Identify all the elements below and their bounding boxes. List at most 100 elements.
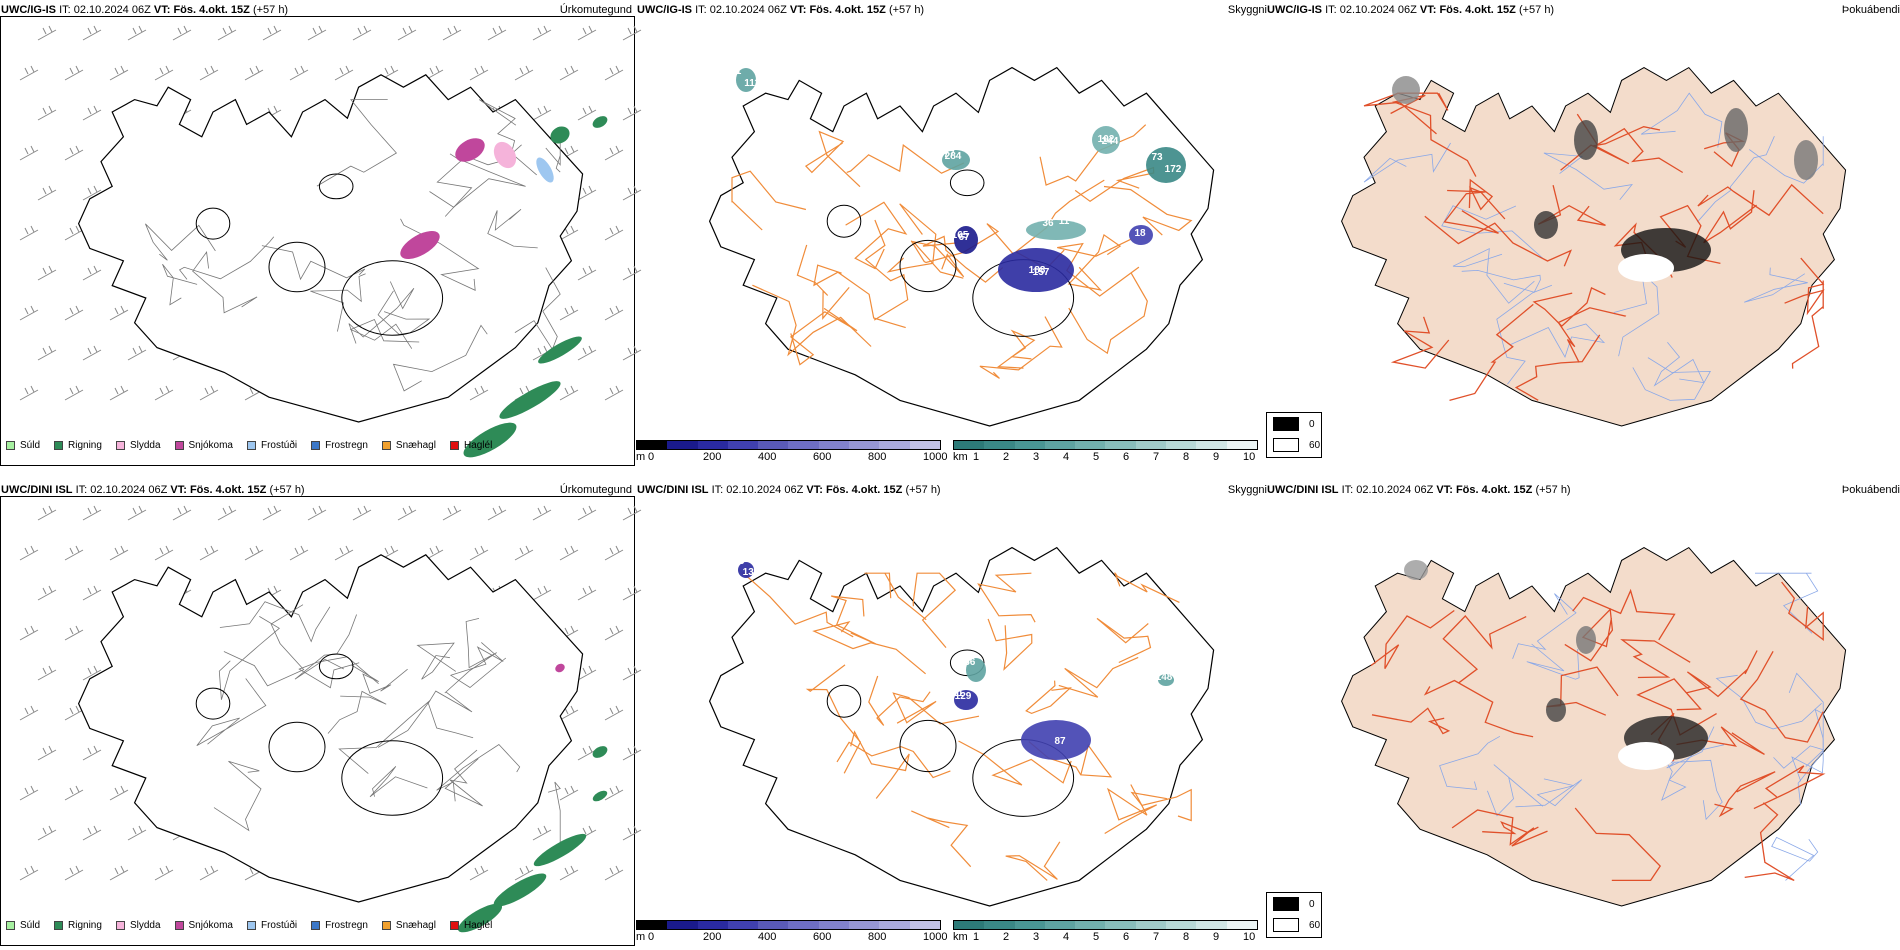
wind-barb <box>64 225 84 241</box>
wind-barb <box>604 385 624 401</box>
panel-header: UWC/DINI ISL IT: 02.10.2024 06Z VT: Fös.… <box>1 484 305 496</box>
route-line <box>845 201 908 270</box>
model-name: UWC/DINI ISL <box>1267 484 1339 496</box>
precip-area <box>536 157 554 183</box>
ceiling-value: 129 <box>955 691 972 702</box>
wind-barb <box>154 865 174 881</box>
ceiling-value: 105 <box>728 556 745 567</box>
precip-legend: Súld Rigning Slydda Snjókoma Frostúði Frostre… <box>6 440 506 451</box>
route-line <box>1739 650 1824 743</box>
visibility-tick: 8 <box>1183 931 1190 943</box>
colorbar-cell <box>667 441 698 449</box>
panel-title-fog: Þokuábendi <box>1841 484 1900 496</box>
legend-item-snæhagl: Snæhagl <box>381 440 436 451</box>
route-line <box>1636 747 1723 821</box>
ceiling-value: 131 <box>743 567 760 578</box>
fog-area <box>1794 140 1818 180</box>
route-line <box>846 144 965 174</box>
route-line <box>1514 334 1601 401</box>
visibility-tick: 7 <box>1153 451 1160 463</box>
fog-swatch <box>1273 918 1299 932</box>
wind-barb <box>64 785 84 801</box>
lead-time: (+57 h) <box>1535 484 1571 496</box>
fog-map <box>1341 546 1847 907</box>
legend-item-rigning: Rigning <box>54 920 102 931</box>
visibility-tick: 1 <box>973 451 980 463</box>
legend-swatch <box>174 921 184 930</box>
route-line <box>1532 286 1606 327</box>
route-line <box>1714 771 1776 818</box>
wind-barb <box>37 185 57 201</box>
route-line <box>1449 303 1534 402</box>
legend-label: Snæhagl <box>395 920 436 931</box>
route-line <box>1788 672 1824 767</box>
wind-barb <box>577 265 597 281</box>
wind-barb <box>532 105 552 121</box>
run-time: 02.10.2024 06Z <box>73 4 151 16</box>
visibility-tick: 2 <box>1003 931 1010 943</box>
fog-panel: UWC/DINI ISL IT: 02.10.2024 06Z VT: Fös.… <box>1266 480 1900 950</box>
visibility-tick: 8 <box>1183 451 1190 463</box>
wind-barb <box>289 65 309 81</box>
route-line <box>1613 271 1660 357</box>
legend-label: Snæhagl <box>395 440 436 451</box>
colorbar-cell <box>637 921 668 929</box>
colorbar-cell <box>984 441 1015 449</box>
route-line <box>1526 643 1580 680</box>
run-time: 02.10.2024 06Z <box>1356 484 1434 496</box>
colorbar-cell <box>1226 441 1257 449</box>
route-line <box>1537 185 1606 226</box>
ceiling-ticks: m 0 200 400 600 800 1000 <box>636 451 947 465</box>
precip-area <box>538 336 582 364</box>
ceiling-unit: m <box>636 451 646 463</box>
route-line <box>1452 248 1535 304</box>
route-line <box>444 749 483 807</box>
ceiling-value: 11 <box>731 66 742 77</box>
wind-barb <box>559 865 579 881</box>
ceiling-value: 165 <box>952 230 969 241</box>
wind-barb <box>604 225 624 241</box>
route-line <box>1390 94 1477 177</box>
route-line <box>1451 809 1548 847</box>
fog-swatch <box>1273 438 1299 452</box>
route-line <box>436 743 521 802</box>
route-line <box>223 604 305 687</box>
glacier-outline <box>318 653 354 680</box>
wind-barb <box>37 665 57 681</box>
route-line <box>1749 136 1824 184</box>
ceiling-tick: 400 <box>758 931 777 943</box>
visibility-tick: 4 <box>1063 931 1070 943</box>
route-line <box>1784 257 1825 316</box>
route-line <box>1370 609 1455 670</box>
valid-time: Fös. 4.okt. 15Z <box>825 484 903 496</box>
route-line <box>1130 788 1192 822</box>
wind-barb <box>577 185 597 201</box>
wind-barb <box>64 545 84 561</box>
wind-barb <box>604 145 624 161</box>
wind-barb <box>82 825 102 841</box>
wind-barb <box>19 145 39 161</box>
coastline <box>77 554 584 903</box>
panel-title-precip: Úrkomutegund <box>559 484 632 496</box>
visibility-ticks: km 1 2 3 4 5 6 7 8 9 10 <box>953 931 1258 945</box>
route-line <box>1005 841 1061 881</box>
wind-barb <box>109 545 129 561</box>
precip-area <box>592 746 608 758</box>
glacier-outline <box>341 740 444 816</box>
wind-barb <box>217 505 237 521</box>
precip-area <box>555 663 565 673</box>
glacier-outline <box>341 260 444 336</box>
colorbar-cell <box>697 921 728 929</box>
legend-item-rigning: Rigning <box>54 440 102 451</box>
valid-time: Fös. 4.okt. 15Z <box>1439 4 1516 16</box>
wind-barb <box>307 25 327 41</box>
low-visibility-area <box>736 68 756 92</box>
visibility-tick: 5 <box>1093 451 1100 463</box>
fog-legend-row: 0 <box>1273 897 1315 911</box>
route-line <box>1574 807 1662 882</box>
glacier-outline <box>826 684 862 718</box>
ceiling-value: 73 <box>1151 152 1163 163</box>
wind-barb <box>19 785 39 801</box>
wind-barb <box>622 585 642 601</box>
run-label: IT: <box>59 4 71 16</box>
